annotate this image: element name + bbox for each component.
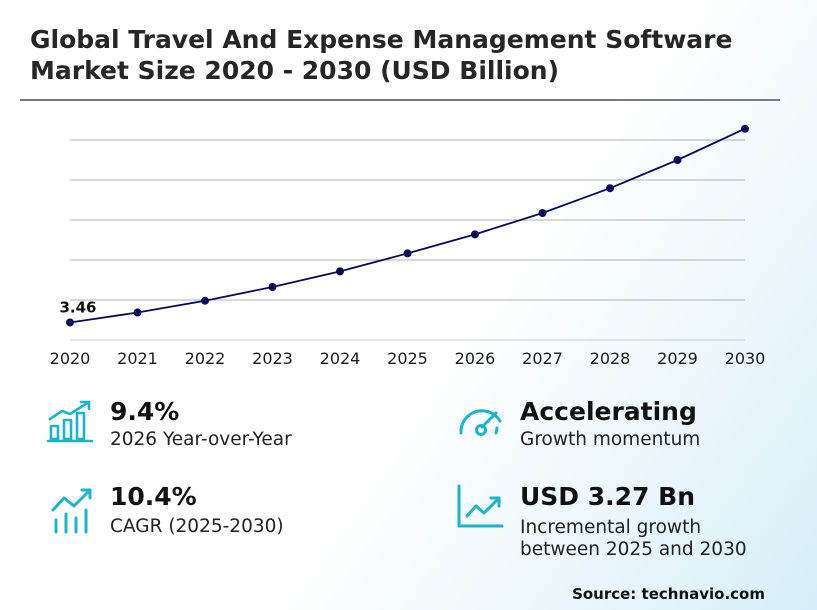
x-tick-label: 2020 xyxy=(50,349,91,368)
data-point xyxy=(201,296,209,305)
x-tick-label: 2022 xyxy=(185,349,226,368)
x-tick-label: 2030 xyxy=(725,349,766,368)
x-tick-label: 2026 xyxy=(455,349,496,368)
trend-growth-icon xyxy=(51,488,92,534)
line-chart: 2020 2021 2022 2023 2024 2025 2026 2027 2028 2029… xyxy=(50,124,766,368)
stat-yoy: 9.4% 2026 Year-over-Year xyxy=(46,397,396,457)
source-credit: Source: technavio.com xyxy=(572,585,765,603)
speedometer-icon xyxy=(459,409,502,436)
stat-cagr-desc: CAGR (2025-2030) xyxy=(110,516,284,537)
line-chart-icon xyxy=(457,484,504,528)
x-tick-label: 2028 xyxy=(590,349,631,368)
data-point xyxy=(403,249,412,258)
x-tick-label: 2021 xyxy=(117,349,158,368)
data-point xyxy=(673,156,682,164)
stat-cagr-value: 10.4% xyxy=(110,482,197,511)
stat-cagr: 10.4% CAGR (2025-2030) xyxy=(50,482,400,542)
bar-chart-growth-icon xyxy=(46,400,94,443)
stat-yoy-desc: 2026 Year-over-Year xyxy=(110,429,292,450)
stat-incremental: USD 3.27 Bn Incremental growth between 2… xyxy=(456,482,801,562)
title-line-2: Market Size 2020 - 2030 (USD Billion) xyxy=(30,56,559,85)
stat-incremental-desc-2: between 2025 and 2030 xyxy=(520,539,747,560)
x-tick-label: 2024 xyxy=(320,349,361,368)
series-line xyxy=(69,127,746,324)
x-tick-label: 2023 xyxy=(252,349,293,368)
x-tick-label: 2025 xyxy=(387,349,428,368)
title-divider xyxy=(20,99,780,101)
stat-momentum-desc: Growth momentum xyxy=(520,429,701,450)
x-tick-label: 2027 xyxy=(522,349,563,368)
chart-title: Global Travel And Expense Management Sof… xyxy=(30,24,817,86)
data-point xyxy=(66,318,74,327)
data-label: 3.46 xyxy=(59,298,96,316)
data-point xyxy=(268,282,277,291)
data-point xyxy=(471,230,479,239)
data-point xyxy=(741,124,749,133)
x-tick-label: 2029 xyxy=(657,349,698,368)
title-line-1: Global Travel And Expense Management Sof… xyxy=(30,25,733,54)
data-point xyxy=(538,209,547,218)
stat-momentum-value: Accelerating xyxy=(520,397,697,426)
stat-incremental-value: USD 3.27 Bn xyxy=(520,482,695,511)
data-point xyxy=(133,308,142,317)
stat-yoy-value: 9.4% xyxy=(110,397,180,426)
data-point xyxy=(336,267,344,276)
stat-incremental-desc-1: Incremental growth xyxy=(520,517,702,538)
data-point xyxy=(606,184,614,193)
stat-momentum: Accelerating Growth momentum xyxy=(456,397,796,457)
